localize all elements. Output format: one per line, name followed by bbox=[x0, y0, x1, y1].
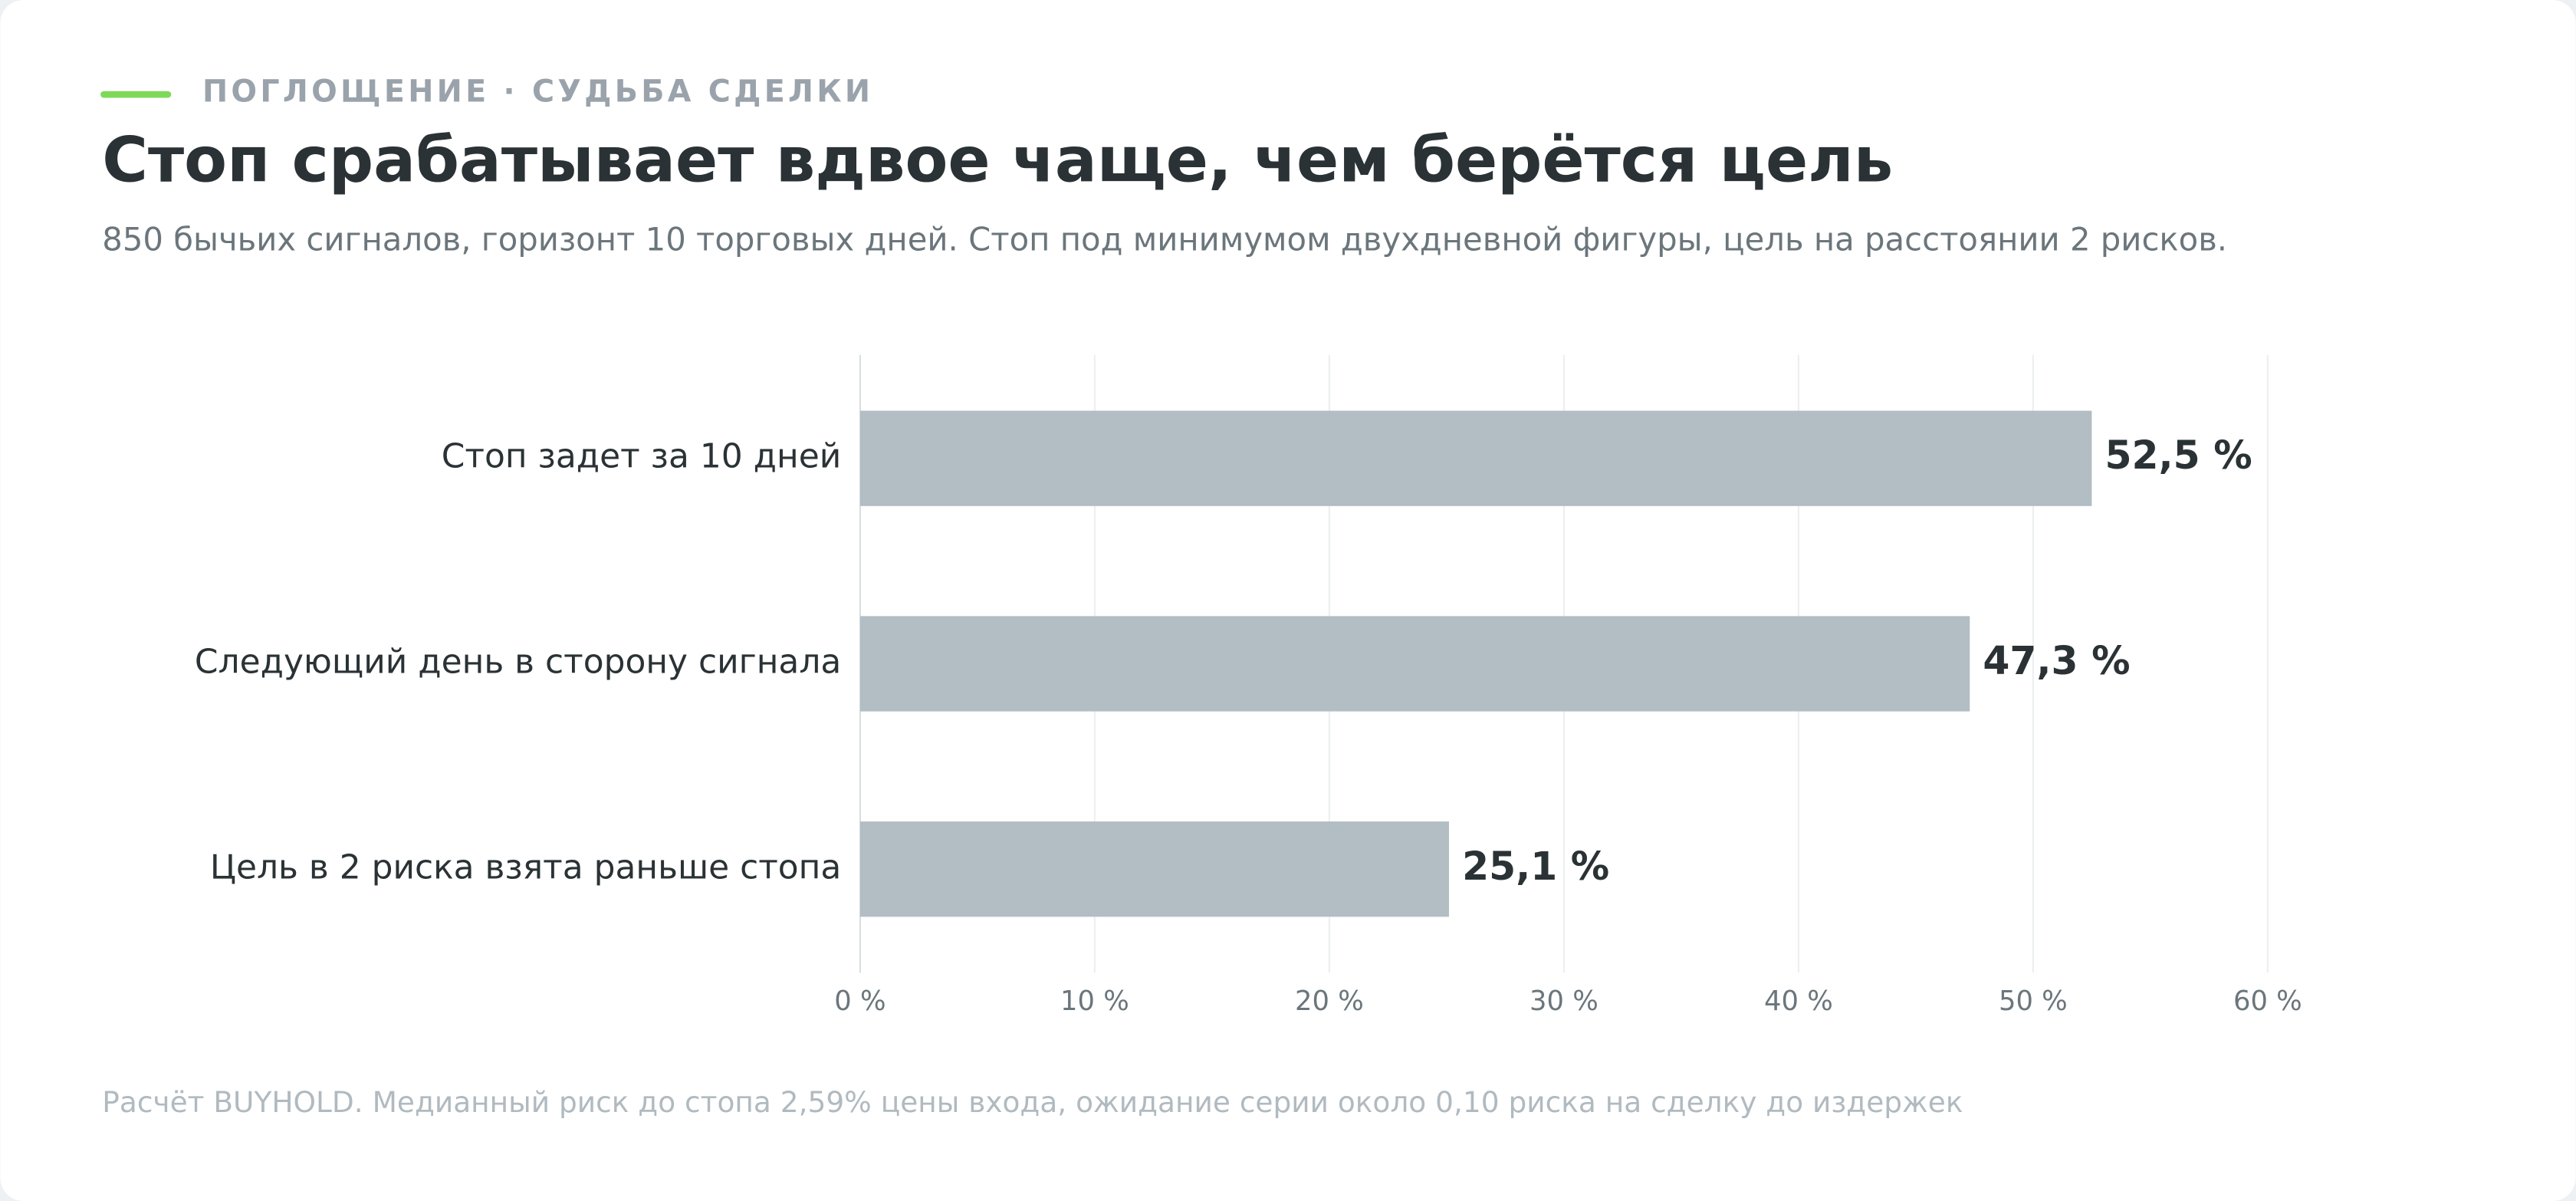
category-label: Следующий день в сторону сигнала bbox=[195, 642, 841, 681]
category-label: Цель в 2 риска взята раньше стопа bbox=[210, 847, 841, 887]
x-tick-label: 10 % bbox=[1060, 985, 1129, 1017]
x-tick-label: 30 % bbox=[1530, 985, 1598, 1017]
x-tick-label: 50 % bbox=[1999, 985, 2068, 1017]
bar bbox=[859, 616, 1970, 712]
category-label: Стоп задет за 10 дней bbox=[442, 437, 842, 476]
x-tick-label: 20 % bbox=[1295, 985, 1364, 1017]
subtitle: 850 бычьих сигналов, горизонт 10 торговы… bbox=[102, 220, 2227, 258]
eyebrow: ПОГЛОЩЕНИЕ · СУДЬБА СДЕЛКИ bbox=[202, 74, 873, 110]
x-tick-label: 0 % bbox=[834, 985, 886, 1017]
bar bbox=[859, 821, 1449, 917]
value-label: 25,1 % bbox=[1462, 844, 1609, 889]
chart-title: Стоп срабатывает вдвое чаще, чем берётся… bbox=[102, 124, 1893, 197]
footnote: Расчёт BUYHOLD. Медианный риск до стопа … bbox=[102, 1085, 1963, 1119]
value-label: 47,3 % bbox=[1983, 638, 2130, 683]
x-tick-label: 40 % bbox=[1764, 985, 1833, 1017]
x-tick-label: 60 % bbox=[2233, 985, 2302, 1017]
bar bbox=[859, 410, 2092, 506]
value-label: 52,5 % bbox=[2105, 433, 2252, 478]
